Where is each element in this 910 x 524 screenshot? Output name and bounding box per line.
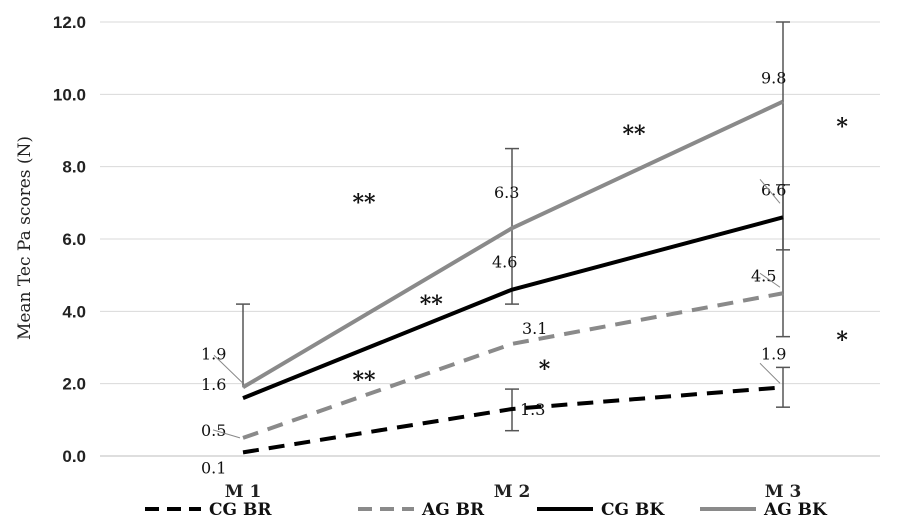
data-label: 6.3 xyxy=(494,183,519,202)
legend: CG BR AG BR CG BK AG BK xyxy=(145,500,828,520)
y-axis-label: Mean Tec Pa scores (N) xyxy=(15,136,35,340)
series-lines xyxy=(241,99,784,455)
legend-label: AG BK xyxy=(763,500,828,520)
significance-marker: ** xyxy=(420,291,444,317)
data-label: 1.9 xyxy=(761,344,786,363)
significance-marker: ** xyxy=(353,190,377,216)
data-label: 9.8 xyxy=(761,69,786,88)
y-tick-label: 12.0 xyxy=(53,13,86,32)
y-tick-label: 10.0 xyxy=(53,85,86,104)
significance-marker: * xyxy=(836,328,848,354)
y-tick-label: 6.0 xyxy=(62,230,86,249)
data-label: 1.6 xyxy=(201,375,226,394)
significance-marker: * xyxy=(539,356,551,382)
series-line-ag-bk xyxy=(241,99,784,390)
series-line-cg-bk xyxy=(242,215,784,400)
y-tick-label: 4.0 xyxy=(62,302,86,321)
x-axis: M 1 M 2 M 3 xyxy=(225,482,802,502)
series-line-ag-br xyxy=(242,291,784,440)
data-label: 0.1 xyxy=(201,458,226,477)
leader-line xyxy=(212,429,241,439)
x-tick-label: M 2 xyxy=(494,482,531,502)
leader-line xyxy=(759,178,781,204)
significance-annotations: ****** *** ** xyxy=(353,114,849,393)
gridlines xyxy=(100,21,880,457)
legend-label: AG BR xyxy=(421,500,485,520)
legend-label: CG BR xyxy=(209,500,272,520)
data-labels: 0.11.31.90.53.14.51.64.66.61.96.39.8 xyxy=(201,69,786,478)
leader-line xyxy=(759,272,781,288)
y-axis-ticks: 0.0 2.0 4.0 6.0 8.0 10.0 12.0 xyxy=(53,13,86,466)
leader-line xyxy=(759,362,781,384)
data-label: 6.6 xyxy=(761,180,786,199)
data-label: 1.9 xyxy=(201,344,226,363)
series-line-cg-br xyxy=(242,385,784,455)
leader-line xyxy=(213,354,244,384)
significance-marker: * xyxy=(836,114,848,140)
y-tick-label: 2.0 xyxy=(62,375,86,394)
data-label: 3.1 xyxy=(522,319,547,338)
data-label: 4.6 xyxy=(492,253,517,272)
x-tick-label: M 3 xyxy=(765,482,802,502)
data-label: 1.3 xyxy=(520,400,545,419)
y-tick-label: 8.0 xyxy=(62,158,86,177)
x-tick-label: M 1 xyxy=(225,482,262,502)
legend-label: CG BK xyxy=(601,500,665,520)
significance-marker: ** xyxy=(622,121,646,147)
y-tick-label: 0.0 xyxy=(62,447,86,466)
significance-marker: ** xyxy=(353,367,377,393)
